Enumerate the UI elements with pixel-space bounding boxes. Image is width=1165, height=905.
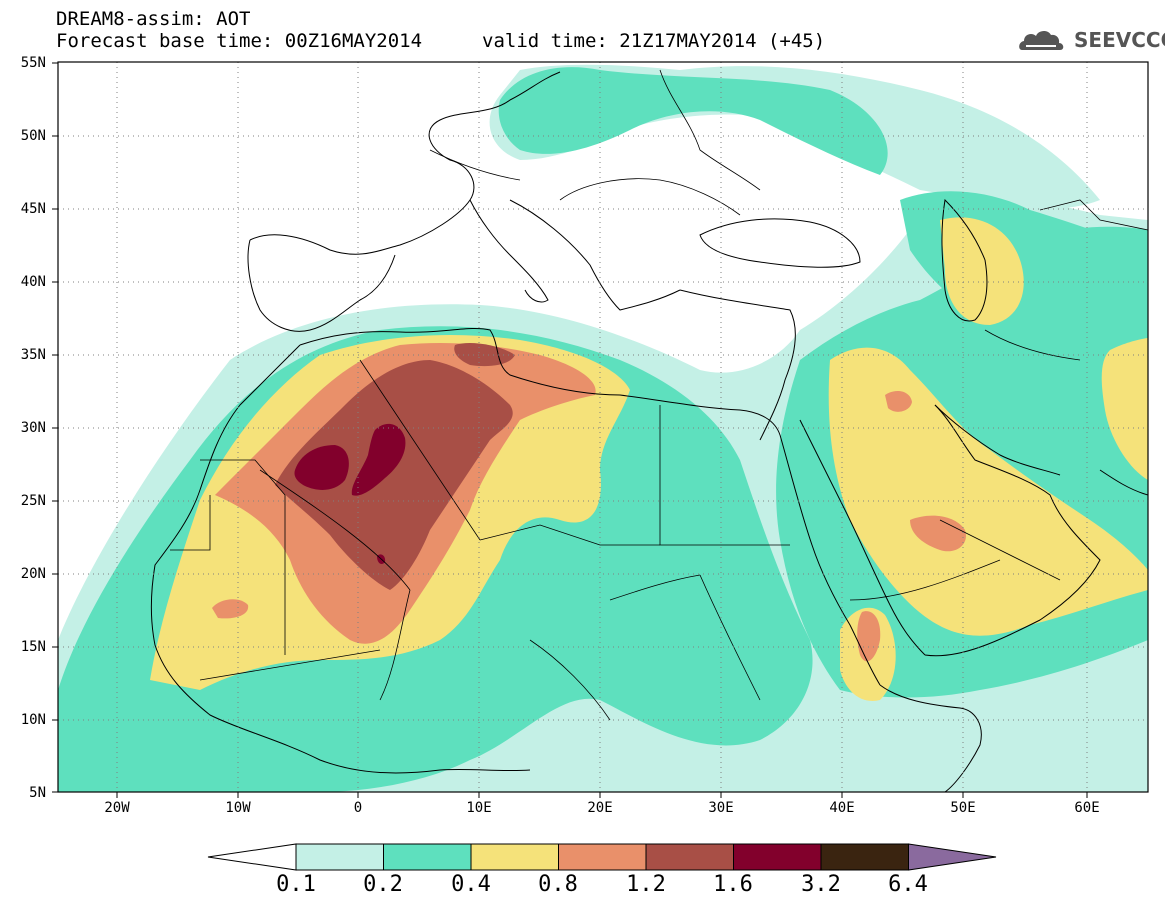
- colorbar: [207, 843, 997, 871]
- aot-band-teal-north: [498, 67, 888, 175]
- colorbar-tick-label: 1.2: [626, 872, 666, 897]
- aot-band-yellow-east: [1101, 338, 1148, 480]
- colorbar-tick-label: 6.4: [888, 872, 928, 897]
- colorbar-tick-label: 0.4: [451, 872, 491, 897]
- colorbar-tick-label: 0.8: [538, 872, 578, 897]
- colorbar-over-arrow: [908, 843, 997, 871]
- aot-band-maroon-2: [351, 423, 406, 496]
- colorbar-segment-2: [383, 843, 472, 871]
- graticule: [58, 62, 1148, 792]
- lon-label: 40E: [829, 800, 855, 816]
- lon-label: 60E: [1074, 800, 1100, 816]
- map-title: DREAM8-assim: AOT: [56, 8, 251, 30]
- colorbar-tick-label: 0.2: [363, 872, 403, 897]
- lon-label: 30E: [708, 800, 734, 816]
- map-frame: [57, 61, 1149, 793]
- lat-label: 10N: [20, 712, 46, 728]
- valid-time: valid time: 21Z17MAY2014 (+45): [482, 30, 826, 52]
- lat-label: 30N: [20, 420, 46, 436]
- aot-band-yellow-arabia: [828, 347, 1148, 636]
- lat-label: 20N: [20, 566, 46, 582]
- lon-label: 20W: [104, 800, 130, 816]
- aot-band-yellow-caspian: [940, 217, 1024, 325]
- aot-band-orange-arabia: [910, 515, 966, 552]
- colorbar-segment-7: [820, 843, 909, 871]
- aot-band-orange-iraq: [885, 390, 912, 412]
- lat-label: 50N: [20, 128, 46, 144]
- cloud-icon: [1019, 30, 1064, 50]
- colorbar-segment-4: [558, 843, 647, 871]
- colorbar-tick-label: 3.2: [801, 872, 841, 897]
- aot-band-maroon-1: [294, 445, 349, 490]
- lat-label: 5N: [29, 785, 46, 801]
- lat-label: 55N: [20, 55, 46, 71]
- coastlines: [150, 71, 1148, 792]
- colorbar-under-arrow: [207, 843, 297, 871]
- aot-field: [58, 62, 1148, 792]
- lon-label: 0: [353, 800, 363, 816]
- colorbar-segment-3: [470, 843, 559, 871]
- aot-band-orange-horn: [857, 611, 881, 662]
- logo-text: SEEVCCC: [1074, 28, 1165, 52]
- lat-label: 15N: [20, 639, 46, 655]
- lat-label: 40N: [20, 274, 46, 290]
- tick-marks: [52, 62, 1088, 798]
- lon-label: 20E: [587, 800, 613, 816]
- lat-label: 45N: [20, 201, 46, 217]
- colorbar-segment-5: [645, 843, 734, 871]
- aot-band-brown: [275, 360, 513, 590]
- lon-label: 10W: [225, 800, 251, 816]
- forecast-base-time: Forecast base time: 00Z16MAY2014: [56, 30, 423, 52]
- borders: [170, 69, 1148, 721]
- colorbar-tick-label: 0.1: [276, 872, 316, 897]
- lon-label: 10E: [466, 800, 492, 816]
- colorbar-segment-6: [733, 843, 822, 871]
- colorbar-segment-1: [295, 843, 384, 871]
- lat-label: 25N: [20, 493, 46, 509]
- lat-label: 35N: [20, 347, 46, 363]
- aot-band-orange-sahel: [212, 599, 249, 619]
- lon-label: 50E: [950, 800, 976, 816]
- colorbar-tick-label: 1.6: [713, 872, 753, 897]
